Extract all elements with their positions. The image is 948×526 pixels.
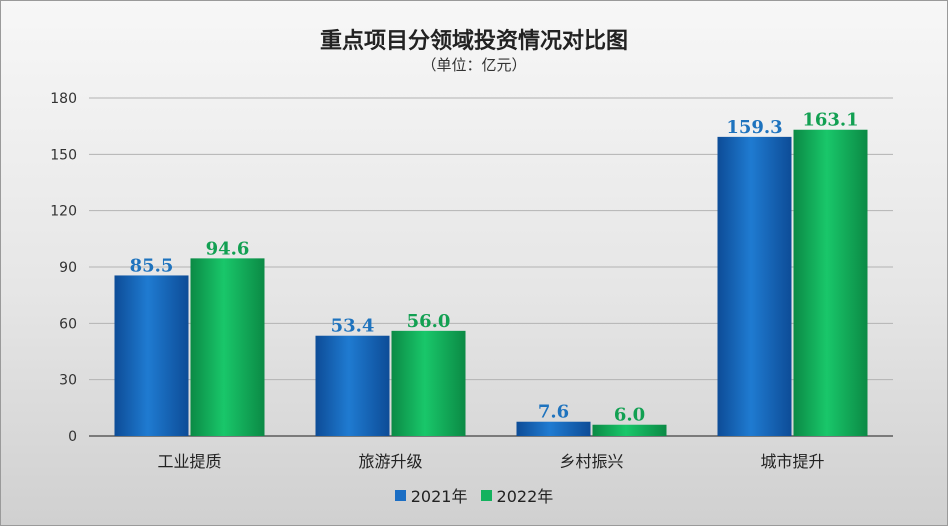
bar [391, 330, 466, 436]
data-label: 85.5 [130, 255, 174, 276]
y-tick-label: 180 [50, 91, 77, 107]
y-tick-label: 150 [50, 147, 77, 163]
legend-swatch-2022 [480, 489, 492, 501]
bar [190, 258, 265, 436]
y-tick-label: 60 [59, 316, 77, 332]
data-label: 56.0 [407, 311, 451, 332]
bar [793, 129, 868, 437]
bar-layer [114, 129, 868, 437]
chart-title: 重点项目分领域投资情况对比图 [319, 28, 628, 54]
data-label: 7.6 [538, 402, 569, 423]
x-tick-label: 城市提升 [760, 452, 824, 471]
chart-subtitle: （单位：亿元） [421, 56, 527, 74]
x-tick-label: 乡村振兴 [559, 452, 623, 471]
legend-item-2022: 2022年 [480, 483, 554, 507]
bar [516, 421, 591, 436]
data-label: 6.0 [614, 405, 645, 426]
data-label: 163.1 [802, 110, 858, 131]
legend-label-2021: 2021年 [410, 487, 468, 506]
x-tick-label: 工业提质 [157, 452, 221, 471]
label-layer: 85.5 94.6 工业提质 53.4 56.0 旅游升级 7.6 6.0 乡村振兴 159.3 1… [130, 110, 859, 471]
data-label: 53.4 [331, 316, 375, 337]
y-tick-label: 90 [59, 260, 77, 276]
data-label: 159.3 [726, 117, 782, 138]
legend-swatch-2021 [394, 489, 406, 501]
x-tick-label: 旅游升级 [358, 452, 422, 471]
legend-label-2022: 2022年 [496, 487, 554, 506]
legend-item-2021: 2021年 [394, 483, 468, 507]
chart-legend: 2021年 2022年 [1, 483, 947, 507]
data-label: 94.6 [206, 238, 250, 259]
y-tick-label: 0 [68, 429, 77, 445]
bar [315, 335, 390, 436]
y-tick-label: 120 [50, 204, 77, 220]
bar [114, 275, 189, 436]
bar [717, 136, 792, 436]
y-tick-label: 30 [59, 373, 77, 389]
bar [592, 424, 667, 436]
